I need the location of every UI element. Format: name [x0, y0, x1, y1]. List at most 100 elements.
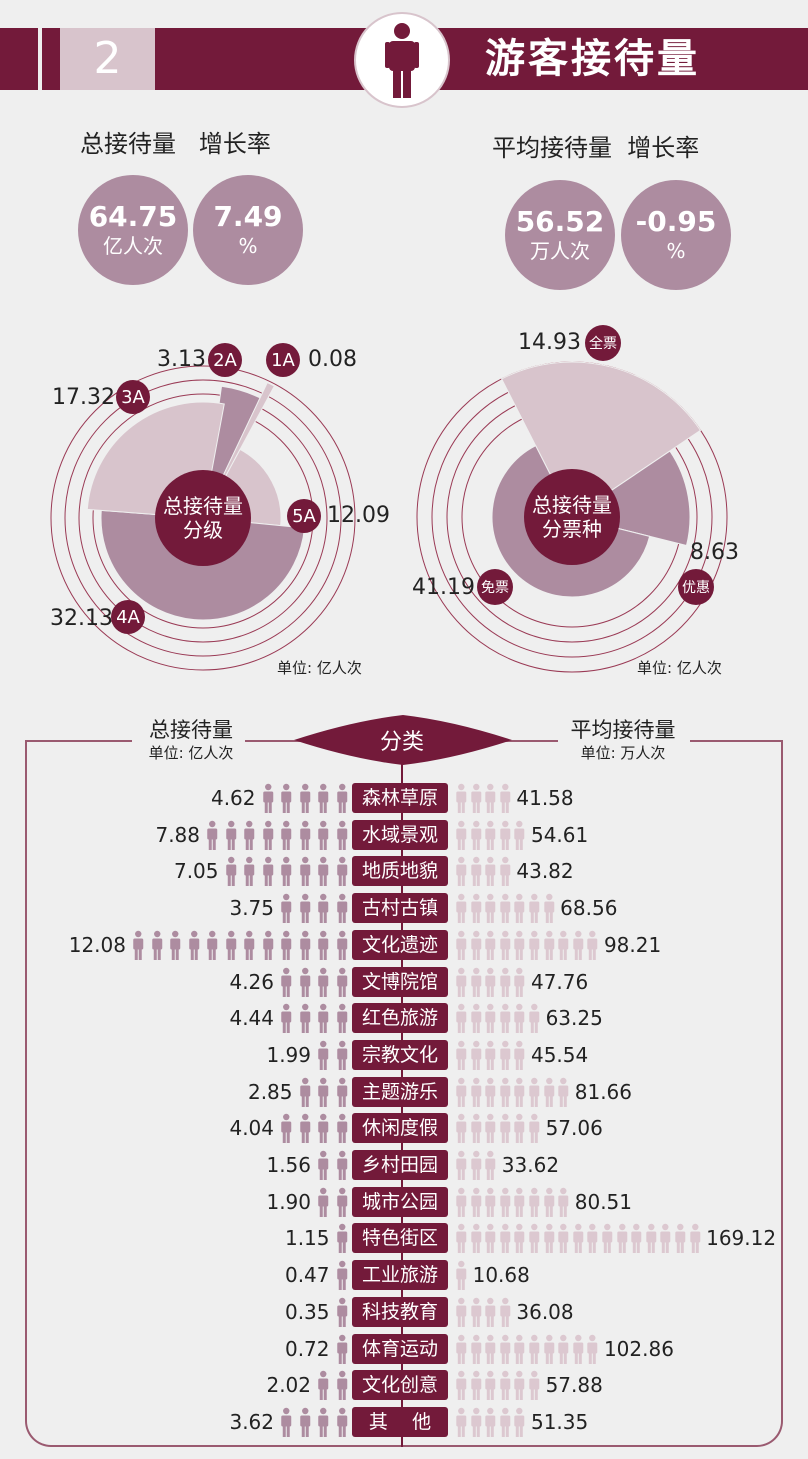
person-icon — [470, 1040, 481, 1070]
person-icon — [456, 1150, 467, 1180]
person-icon — [675, 1224, 686, 1254]
person-icon — [225, 857, 236, 887]
person-icon — [318, 893, 329, 924]
right-value: 33.62 — [501, 1153, 560, 1177]
person-icon — [558, 1077, 569, 1107]
bubble-full-ticket: 全票 — [585, 325, 621, 361]
table-row: 1.99 宗教文化 45.54 — [0, 1039, 808, 1071]
person-icon — [558, 930, 569, 960]
person-icon — [299, 783, 310, 813]
stat-average-growth: -0.95% — [621, 180, 731, 290]
table-row: 0.35 科技教育 36.08 — [0, 1296, 808, 1328]
category-label: 其 他 — [352, 1406, 448, 1437]
stats-right-heading: 平均接待量 增长率 — [492, 134, 700, 162]
person-icon — [470, 1370, 481, 1401]
person-icon — [514, 1334, 525, 1364]
person-icon — [299, 967, 310, 997]
person-icon — [281, 1114, 292, 1144]
category-label: 城市公园 — [352, 1186, 448, 1217]
right-bar: 41.58 — [454, 782, 574, 814]
person-icon — [318, 1150, 329, 1180]
person-icon — [262, 930, 273, 960]
left-bar: 4.04 — [229, 1112, 350, 1144]
person-icon — [456, 930, 467, 960]
person-icon — [336, 783, 347, 813]
person-icon — [573, 1224, 584, 1254]
person-icon — [470, 783, 481, 813]
left-bar: 1.15 — [285, 1222, 350, 1254]
person-icon — [543, 893, 554, 924]
person-icon — [514, 1077, 525, 1107]
person-icon — [456, 1224, 467, 1254]
right-value: 81.66 — [574, 1079, 633, 1104]
category-label: 休闲度假 — [352, 1113, 448, 1144]
person-icon — [529, 1224, 540, 1254]
person-icon — [500, 1187, 511, 1217]
person-icon — [336, 1003, 347, 1034]
right-value: 36.08 — [516, 1299, 574, 1324]
person-icon — [485, 783, 496, 813]
right-value: 98.21 — [603, 932, 662, 957]
person-icon — [485, 1370, 496, 1401]
left-value: 1.90 — [266, 1189, 311, 1214]
person-icon — [456, 1187, 467, 1217]
person-icon — [587, 930, 598, 960]
category-label: 主题游乐 — [352, 1076, 448, 1107]
bubble-3a: 3A — [116, 380, 150, 414]
person-icon — [262, 857, 273, 887]
person-icon — [470, 967, 481, 997]
right-bar: 36.08 — [454, 1296, 574, 1328]
person-icon — [470, 1407, 481, 1437]
person-icon — [470, 1334, 481, 1364]
stat-unit: % — [666, 239, 686, 263]
bubble-5a: 5A — [287, 499, 321, 533]
person-icon — [558, 1224, 569, 1254]
left-bar: 0.72 — [285, 1333, 350, 1365]
person-icon — [318, 1003, 329, 1034]
person-icon — [281, 930, 292, 960]
person-icon — [529, 1334, 540, 1364]
right-column-title: 平均接待量 — [570, 718, 676, 742]
person-icon — [485, 1297, 496, 1327]
left-bar: 4.62 — [211, 782, 350, 814]
person-icon — [299, 1077, 310, 1107]
person-icon — [485, 1407, 496, 1437]
left-bar: 3.62 — [229, 1406, 350, 1438]
value-label-free: 41.19 — [412, 575, 475, 600]
person-icon — [543, 1077, 554, 1107]
right-bar: 57.06 — [454, 1112, 603, 1144]
person-icon — [336, 1297, 347, 1327]
left-bar: 0.47 — [285, 1259, 350, 1291]
person-icon — [336, 1370, 347, 1401]
person-icon — [456, 1077, 467, 1107]
person-icon — [470, 1187, 481, 1217]
left-value: 0.35 — [284, 1299, 330, 1324]
right-value: 47.76 — [530, 969, 589, 994]
person-icon — [500, 1407, 511, 1437]
person-icon — [485, 1077, 496, 1107]
person-icon — [631, 1224, 642, 1254]
person-icon — [514, 1040, 525, 1070]
person-icon — [485, 820, 496, 850]
person-icon — [529, 1114, 540, 1144]
table-row: 3.75 古村古镇 68.56 — [0, 892, 808, 924]
person-icon — [514, 967, 525, 997]
stat-unit: 万人次 — [530, 239, 590, 263]
person-icon — [485, 893, 496, 924]
value-label-full: 14.93 — [518, 330, 581, 355]
category-label: 体育运动 — [352, 1333, 448, 1364]
section-number: 2 — [60, 28, 155, 90]
person-icon — [281, 857, 292, 887]
person-icon — [514, 930, 525, 960]
category-frame — [25, 740, 783, 1447]
person-icon — [188, 930, 199, 960]
table-row: 7.05 地质地貌 43.82 — [0, 855, 808, 887]
category-label: 科技教育 — [352, 1296, 448, 1327]
person-icon — [573, 930, 584, 960]
person-icon — [485, 967, 496, 997]
person-icon — [281, 967, 292, 997]
person-icon — [456, 783, 467, 813]
left-bar: 4.26 — [229, 966, 350, 998]
right-value: 57.06 — [545, 1116, 603, 1141]
category-label: 文化遗迹 — [352, 929, 448, 960]
